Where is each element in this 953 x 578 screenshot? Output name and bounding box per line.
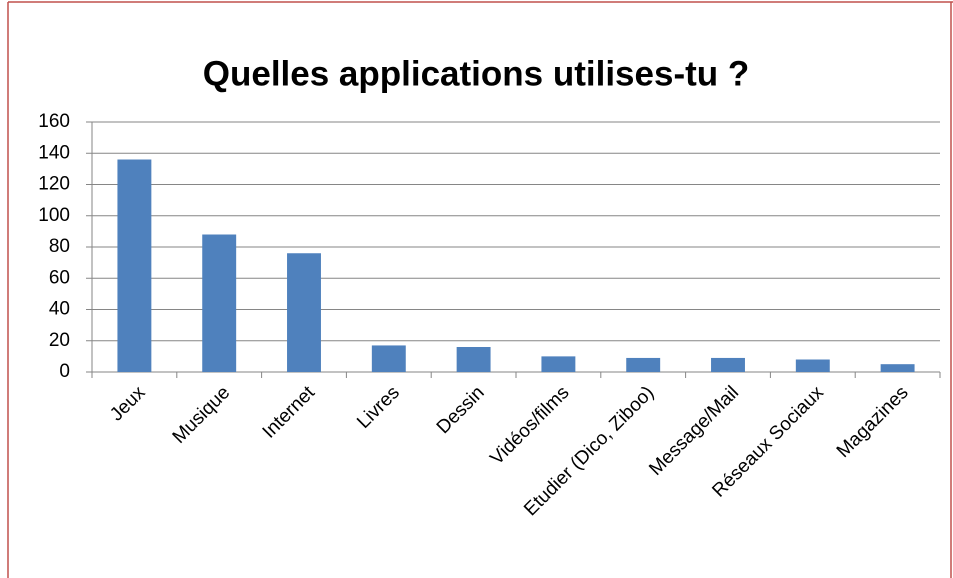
chart-title: Quelles applications utilises-tu ? xyxy=(203,54,750,93)
bar xyxy=(711,357,745,372)
y-tick-label: 80 xyxy=(49,236,70,257)
bar xyxy=(287,253,321,372)
y-tick-label: 160 xyxy=(38,111,70,132)
y-tick-label: 140 xyxy=(38,142,70,163)
bar xyxy=(795,359,830,372)
bar xyxy=(456,347,491,372)
bar xyxy=(880,364,915,372)
bar xyxy=(626,357,661,372)
y-tick-label: 60 xyxy=(49,267,70,288)
y-tick-label: 0 xyxy=(59,361,70,382)
bar xyxy=(117,159,152,372)
bar xyxy=(202,234,237,372)
y-tick-label: 20 xyxy=(49,330,70,351)
y-tick-label: 40 xyxy=(49,299,70,320)
bar xyxy=(371,345,406,372)
y-tick-label: 100 xyxy=(38,205,70,226)
y-tick-label: 120 xyxy=(38,174,70,195)
bar xyxy=(541,356,576,372)
